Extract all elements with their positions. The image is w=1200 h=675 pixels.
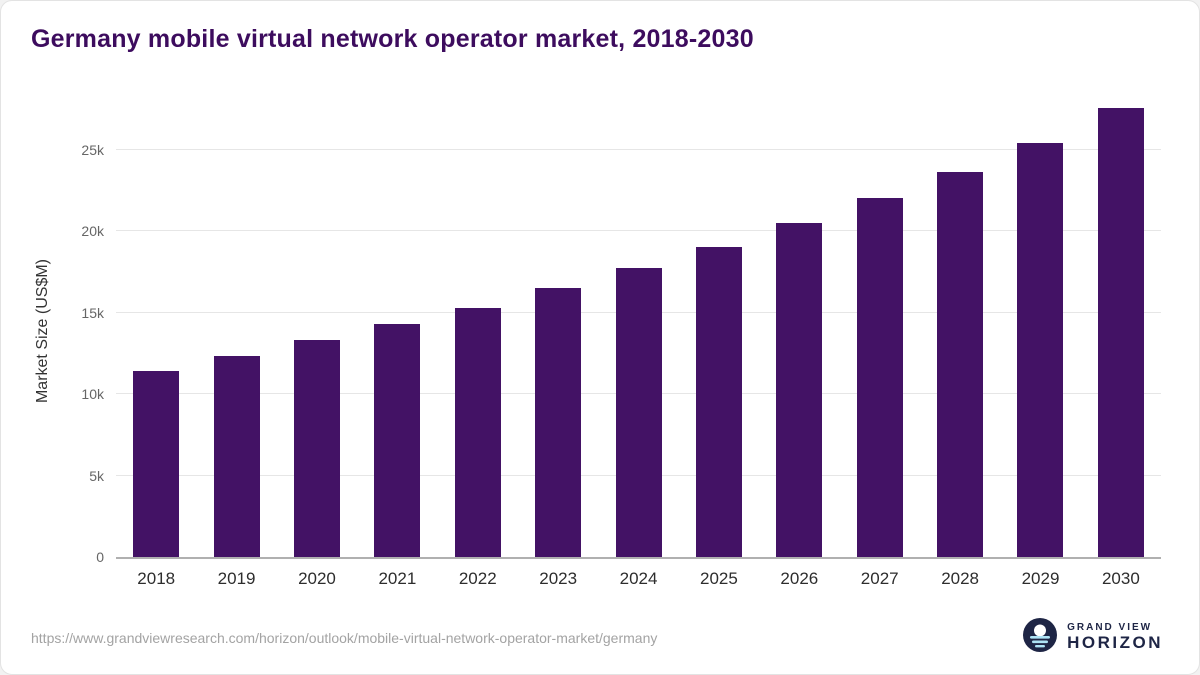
x-tick-2026: 2026 (780, 569, 819, 588)
bar-slot-2023 (518, 101, 598, 557)
x-tick-2018: 2018 (137, 569, 176, 588)
bar-2023[interactable] (535, 288, 582, 557)
x-tick-2023: 2023 (539, 569, 578, 588)
y-tick-label-5k: 5k (89, 467, 104, 484)
x-labels-row: 2018 2019 2020 2021 2022 2023 2024 2025 2026 2027… (116, 569, 1161, 597)
x-tick-2022: 2022 (458, 569, 497, 588)
bar-2024[interactable] (615, 267, 662, 557)
bar-slot-2021 (357, 101, 437, 557)
y-tick-label-15k: 15k (81, 304, 104, 321)
y-tick-label-25k: 25k (81, 141, 104, 158)
bar-2021[interactable] (374, 324, 421, 557)
bar-2018[interactable] (133, 370, 180, 557)
bar-slot-2027 (840, 101, 920, 557)
bar-2027[interactable] (856, 197, 903, 557)
gridline-25k (116, 148, 1161, 150)
x-tick-2020: 2020 (298, 569, 336, 588)
x-tick-2019: 2019 (217, 569, 256, 588)
bar-slot-2019 (196, 101, 276, 557)
plot-area: 0 5k 10k 15k 20k 25k (81, 101, 1161, 565)
x-tick-2024: 2024 (619, 569, 658, 588)
logo-text-grand-view: GRAND VIEW (1067, 621, 1153, 633)
bars-row (116, 101, 1161, 557)
bar-2026[interactable] (776, 223, 823, 557)
y-tick-label-0: 0 (96, 549, 104, 565)
bar-slot-2025 (679, 101, 759, 557)
x-tick-2028: 2028 (941, 569, 980, 588)
bar-2020[interactable] (293, 340, 340, 557)
y-axis-title: Market Size (US$M) (34, 258, 51, 404)
source-url: https://www.grandviewresearch.com/horizo… (31, 629, 658, 646)
bar-slot-2022 (438, 101, 518, 557)
x-tick-2021: 2021 (378, 569, 417, 588)
horizon-sun-icon (1022, 617, 1058, 658)
y-tick-label-20k: 20k (81, 223, 104, 240)
x-tick-2029: 2029 (1021, 569, 1060, 588)
x-tick-2027: 2027 (860, 569, 899, 588)
footer: https://www.grandviewresearch.com/horizo… (31, 617, 1163, 658)
logo-text: GRAND VIEW HORIZON (1067, 622, 1163, 653)
y-tick-label-10k: 10k (81, 386, 104, 403)
bar-slot-2020 (277, 101, 357, 557)
chart-title: Germany mobile virtual network operator … (31, 25, 754, 53)
bar-slot-2018 (116, 101, 196, 557)
x-tick-2025: 2025 (700, 569, 738, 588)
bar-2030[interactable] (1097, 108, 1144, 557)
bar-2022[interactable] (454, 307, 501, 557)
bar-2019[interactable] (213, 355, 260, 557)
bar-slot-2029 (1000, 101, 1080, 557)
bar-2029[interactable] (1017, 143, 1064, 557)
logo-text-horizon: HORIZON (1067, 633, 1163, 653)
bar-2028[interactable] (937, 171, 984, 557)
bar-slot-2024 (598, 101, 678, 557)
bar-slot-2026 (759, 101, 839, 557)
grand-view-horizon-logo: GRAND VIEW HORIZON (1022, 617, 1163, 658)
bar-2025[interactable] (695, 246, 742, 557)
x-tick-2030: 2030 (1101, 569, 1140, 588)
bar-slot-2028 (920, 101, 1000, 557)
bar-slot-2030 (1081, 101, 1161, 557)
gridline-20k (116, 230, 1161, 232)
